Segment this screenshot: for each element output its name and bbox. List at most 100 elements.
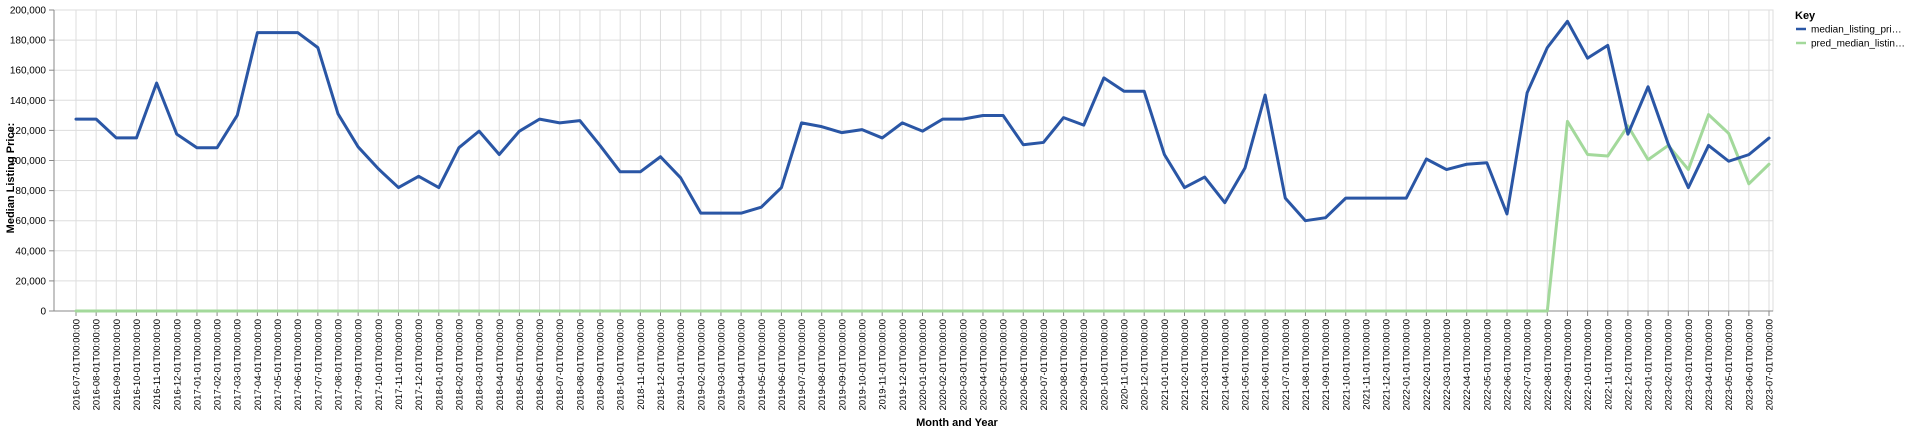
x-tick-label: 2017-03-01T00:00:00 [233, 319, 244, 410]
x-tick-label: 2018-05-01T00:00:00 [515, 319, 526, 410]
legend-entry-label: pred_median_listin… [1811, 39, 1905, 50]
x-tick-label: 2020-01-01T00:00:00 [918, 319, 929, 410]
x-tick-label: 2018-01-01T00:00:00 [434, 319, 445, 410]
y-tick-label: 160,000 [10, 66, 47, 77]
x-tick-label: 2018-12-01T00:00:00 [656, 319, 667, 410]
x-tick-label: 2022-02-01T00:00:00 [1422, 319, 1433, 410]
x-tick-label: 2021-04-01T00:00:00 [1220, 319, 1231, 410]
series-line-pred-median-listing [74, 113, 1771, 313]
x-tick-label: 2019-05-01T00:00:00 [757, 319, 768, 410]
x-tick-label: 2017-04-01T00:00:00 [253, 319, 264, 410]
x-tick-label: 2021-07-01T00:00:00 [1281, 319, 1292, 410]
x-tick-label: 2019-01-01T00:00:00 [676, 319, 687, 410]
x-tick-label: 2022-08-01T00:00:00 [1543, 319, 1554, 410]
x-tick-label: 2019-08-01T00:00:00 [817, 319, 828, 410]
legend-title: Key [1795, 10, 1816, 22]
y-tick-label: 180,000 [10, 36, 47, 47]
x-tick-label: 2022-10-01T00:00:00 [1583, 319, 1594, 410]
x-tick-label: 2019-11-01T00:00:00 [878, 319, 889, 410]
x-tick-label: 2021-10-01T00:00:00 [1341, 319, 1352, 410]
x-tick-label: 2017-07-01T00:00:00 [313, 319, 324, 410]
x-tick-label: 2022-09-01T00:00:00 [1563, 319, 1574, 410]
x-tick-label: 2018-03-01T00:00:00 [475, 319, 486, 410]
legend: Key median_listing_pri… pred_median_listi… [1795, 10, 1905, 50]
x-tick-label: 2016-10-01T00:00:00 [132, 319, 143, 410]
x-tick-label: 2020-09-01T00:00:00 [1079, 319, 1090, 410]
x-tick-label: 2019-10-01T00:00:00 [858, 319, 869, 410]
x-tick-label: 2017-12-01T00:00:00 [414, 319, 425, 410]
x-tick-label: 2023-06-01T00:00:00 [1744, 319, 1755, 410]
x-tick-label: 2021-08-01T00:00:00 [1301, 319, 1312, 410]
x-tick-label: 2022-01-01T00:00:00 [1402, 319, 1413, 410]
x-tick-label: 2021-12-01T00:00:00 [1382, 319, 1393, 410]
x-tick-label: 2018-09-01T00:00:00 [596, 319, 607, 410]
x-tick-label: 2023-01-01T00:00:00 [1644, 319, 1655, 410]
y-tick-label: 120,000 [10, 126, 47, 137]
x-tick-label: 2022-07-01T00:00:00 [1523, 319, 1534, 410]
x-tick-label: 2018-08-01T00:00:00 [575, 319, 586, 410]
x-tick-label: 2021-11-01T00:00:00 [1361, 319, 1372, 410]
y-tick-label: 80,000 [15, 186, 46, 197]
y-tick-label: 20,000 [15, 276, 46, 287]
x-tick-label: 2020-02-01T00:00:00 [938, 319, 949, 410]
x-tick-label: 2023-02-01T00:00:00 [1664, 319, 1675, 410]
x-tick-label: 2016-07-01T00:00:00 [72, 319, 83, 410]
x-tick-label: 2020-10-01T00:00:00 [1099, 319, 1110, 410]
x-tick-label: 2020-11-01T00:00:00 [1120, 319, 1131, 410]
x-tick-label: 2018-07-01T00:00:00 [555, 319, 566, 410]
x-tick-label: 2022-05-01T00:00:00 [1482, 319, 1493, 410]
x-tick-label: 2017-08-01T00:00:00 [334, 319, 345, 410]
x-tick-label: 2016-11-01T00:00:00 [152, 319, 163, 410]
x-tick-label: 2020-07-01T00:00:00 [1039, 319, 1050, 410]
y-axis: 0 20,000 40,000 60,000 80,000 100,000 120,000 1… [10, 6, 55, 318]
x-tick-label: 2017-09-01T00:00:00 [354, 319, 365, 410]
x-tick-label: 2020-05-01T00:00:00 [999, 319, 1010, 410]
x-tick-label: 2017-06-01T00:00:00 [293, 319, 304, 410]
y-tick-label: 60,000 [15, 216, 46, 227]
x-tick-label: 2020-12-01T00:00:00 [1140, 319, 1151, 410]
x-tick-label: 2018-02-01T00:00:00 [454, 319, 465, 410]
x-tick-label: 2019-04-01T00:00:00 [737, 319, 748, 410]
x-tick-label: 2022-04-01T00:00:00 [1462, 319, 1473, 410]
x-tick-label: 2023-04-01T00:00:00 [1704, 319, 1715, 410]
y-tick-label: 100,000 [10, 156, 47, 167]
x-tick-label: 2021-01-01T00:00:00 [1160, 319, 1171, 410]
y-tick-label: 0 [40, 307, 46, 318]
x-tick-label: 2023-03-01T00:00:00 [1684, 319, 1695, 410]
x-tick-label: 2017-11-01T00:00:00 [394, 319, 405, 410]
y-tick-label: 200,000 [10, 6, 47, 17]
x-tick-label: 2020-03-01T00:00:00 [958, 319, 969, 410]
x-tick-label: 2019-09-01T00:00:00 [837, 319, 848, 410]
y-tick-label: 140,000 [10, 96, 47, 107]
x-axis: 2016-07-01T00:00:00 2016-08-01T00:00:00 20… [54, 310, 1776, 410]
x-tick-label: 2017-01-01T00:00:00 [192, 319, 203, 410]
x-tick-label: 2019-07-01T00:00:00 [797, 319, 808, 410]
x-tick-label: 2023-07-01T00:00:00 [1765, 319, 1776, 410]
x-tick-label: 2020-06-01T00:00:00 [1019, 319, 1030, 410]
x-tick-label: 2018-11-01T00:00:00 [636, 319, 647, 410]
x-tick-label: 2017-10-01T00:00:00 [374, 319, 385, 410]
x-tick-label: 2018-10-01T00:00:00 [616, 319, 627, 410]
x-axis-title: Month and Year [916, 417, 998, 429]
y-tick-label: 40,000 [15, 246, 46, 257]
x-tick-label: 2021-05-01T00:00:00 [1240, 319, 1251, 410]
x-tick-label: 2016-09-01T00:00:00 [112, 319, 123, 410]
x-tick-label: 2020-08-01T00:00:00 [1059, 319, 1070, 410]
gridlines [53, 9, 1774, 312]
x-tick-label: 2022-06-01T00:00:00 [1502, 319, 1513, 410]
x-tick-label: 2021-06-01T00:00:00 [1261, 319, 1272, 410]
x-tick-label: 2022-12-01T00:00:00 [1623, 319, 1634, 410]
x-tick-label: 2019-06-01T00:00:00 [777, 319, 788, 410]
series-line-median-listing-price [74, 19, 1771, 223]
x-tick-label: 2019-03-01T00:00:00 [716, 319, 727, 410]
x-tick-label: 2022-03-01T00:00:00 [1442, 319, 1453, 410]
x-tick-label: 2017-05-01T00:00:00 [273, 319, 284, 410]
x-tick-label: 2018-04-01T00:00:00 [495, 319, 506, 410]
x-tick-label: 2020-04-01T00:00:00 [978, 319, 989, 410]
series-lines [74, 19, 1771, 313]
x-tick-label: 2016-08-01T00:00:00 [92, 319, 103, 410]
legend-entries: median_listing_pri… pred_median_listin… [1796, 25, 1905, 50]
x-tick-label: 2019-02-01T00:00:00 [696, 319, 707, 410]
